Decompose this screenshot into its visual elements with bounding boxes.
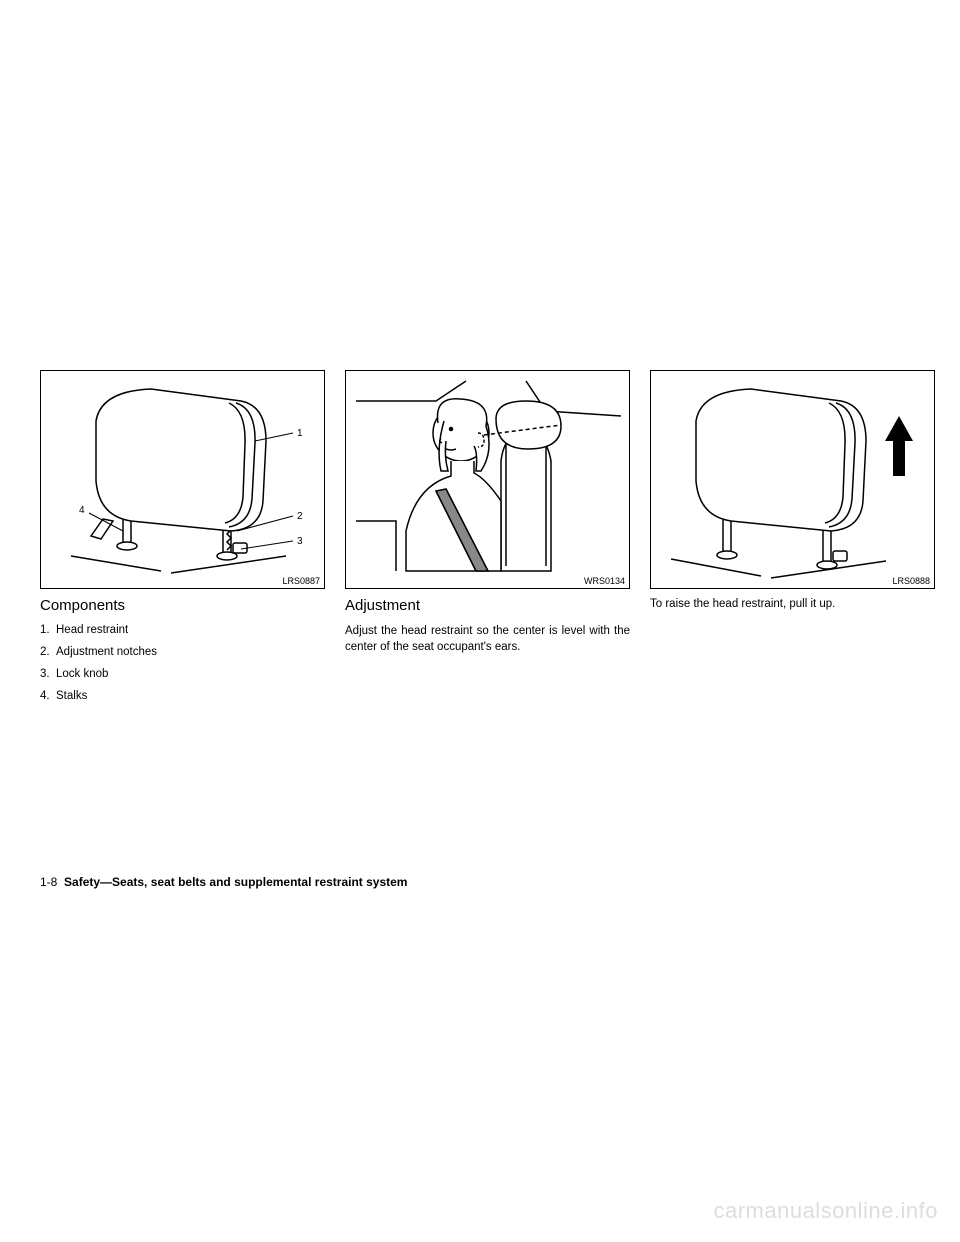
watermark: carmanualsonline.info: [713, 1198, 938, 1224]
item-text: Head restraint: [56, 624, 128, 636]
section-title: Safety—Seats, seat belts and supplementa…: [64, 875, 407, 889]
item-number: 3.: [40, 668, 50, 680]
list-item: 3. Lock knob: [40, 668, 325, 680]
page-number: 1-8: [40, 875, 57, 889]
item-text: Stalks: [56, 690, 87, 702]
figure-raise: LRS0888: [650, 370, 935, 589]
callout-3: 3: [297, 536, 303, 547]
callout-4: 4: [79, 505, 85, 516]
item-number: 4.: [40, 690, 50, 702]
column-2: WRS0134 Adjustment Adjust the head restr…: [345, 370, 630, 712]
list-item: 1. Head restraint: [40, 624, 325, 636]
figure-components: 1 2 3 4 LRS0887: [40, 370, 325, 589]
item-text: Lock knob: [56, 668, 108, 680]
item-number: 1.: [40, 624, 50, 636]
page-content: 1 2 3 4 LRS0887 Components 1. Head restra…: [40, 370, 935, 712]
page-footer: 1-8 Safety—Seats, seat belts and supplem…: [40, 875, 407, 889]
figure-adjustment: WRS0134: [345, 370, 630, 589]
figure-code-3: LRS0888: [892, 576, 930, 586]
raise-text: To raise the head restraint, pull it up.: [650, 597, 935, 613]
callout-1: 1: [297, 428, 303, 439]
heading-adjustment: Adjustment: [345, 597, 630, 614]
callout-2: 2: [297, 511, 303, 522]
item-number: 2.: [40, 646, 50, 658]
column-1: 1 2 3 4 LRS0887 Components 1. Head restra…: [40, 370, 325, 712]
column-3: LRS0888 To raise the head restraint, pul…: [650, 370, 935, 712]
components-list: 1. Head restraint 2. Adjustment notches 3.…: [40, 624, 325, 702]
list-item: 4. Stalks: [40, 690, 325, 702]
list-item: 2. Adjustment notches: [40, 646, 325, 658]
item-text: Adjustment notches: [56, 646, 157, 658]
adjustment-text: Adjust the head restraint so the center …: [345, 624, 630, 655]
figure-code-1: LRS0887: [282, 576, 320, 586]
heading-components: Components: [40, 597, 325, 614]
figure-code-2: WRS0134: [584, 576, 625, 586]
